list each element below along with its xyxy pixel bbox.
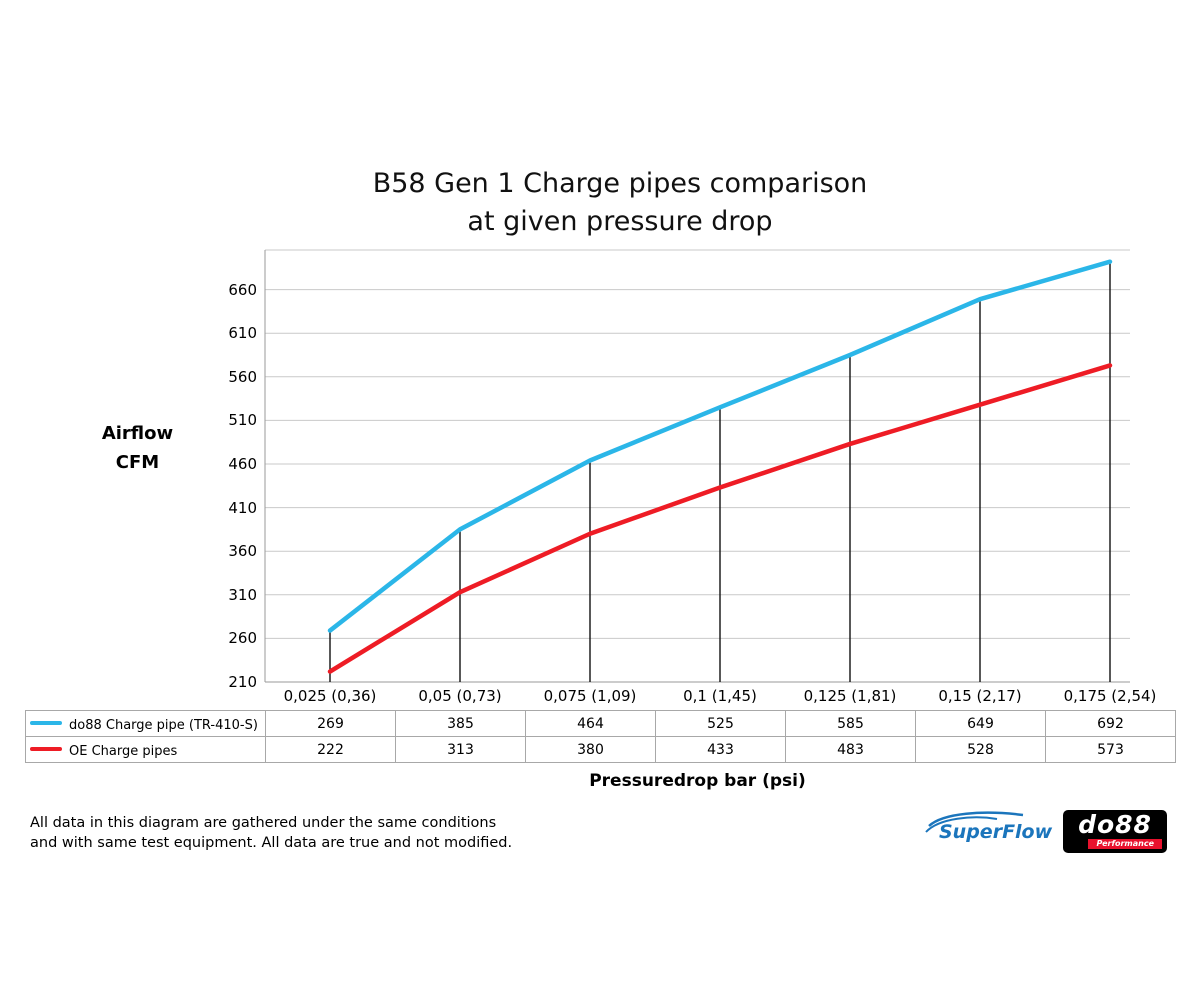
superflow-logo: SuperFlow — [925, 810, 1055, 850]
x-tick-label-1: 0,05 (0,73) — [418, 687, 502, 705]
footer-note: All data in this diagram are gathered un… — [30, 814, 512, 853]
y-tick-label-510: 510 — [228, 411, 257, 430]
do88-logo-performance: Performance — [1088, 839, 1162, 849]
y-tick-label-360: 360 — [228, 542, 257, 561]
table-value: 525 — [655, 710, 786, 737]
y-axis-title-line2: CFM — [115, 452, 160, 473]
y-tick-label-210: 210 — [228, 673, 257, 691]
series-line-do88-charge-pipe-tr-410-s — [327, 259, 1113, 633]
legend-cell: do88 Charge pipe (TR-410-S) — [25, 710, 266, 737]
footer-line2: and with same test equipment. All data a… — [30, 834, 513, 851]
table-value: 380 — [525, 736, 656, 763]
footer-line1: All data in this diagram are gathered un… — [30, 815, 497, 831]
table-value: 313 — [395, 736, 526, 763]
legend-swatch — [30, 747, 62, 751]
do88-logo: do88 Performance — [1063, 810, 1167, 853]
superflow-logo-graphic: SuperFlow — [925, 811, 1053, 843]
superflow-swoosh2-icon — [925, 816, 998, 833]
x-tick-label-5: 0,15 (2,17) — [938, 687, 1022, 705]
table-value: 528 — [915, 736, 1046, 763]
y-tick-label-560: 560 — [228, 367, 257, 386]
table-value: 649 — [915, 710, 1046, 737]
y-axis-title: Airflow CFM — [55, 419, 220, 477]
table-value: 573 — [1045, 736, 1176, 763]
y-tick-label-460: 460 — [228, 455, 257, 473]
x-tick-label-4: 0,125 (1,81) — [803, 687, 897, 705]
x-tick-label-2: 0,075 (1,09) — [543, 687, 637, 705]
table-value: 222 — [265, 736, 396, 763]
y-tick-label-410: 410 — [228, 498, 257, 517]
data-table: do88 Charge pipe (TR-410-S) 269 385 464 525 5… — [25, 710, 1176, 763]
table-value: 483 — [785, 736, 916, 763]
legend-cell: OE Charge pipes — [25, 736, 266, 763]
table-value: 385 — [395, 710, 526, 737]
chart-title: B58 Gen 1 Charge pipes comparison at giv… — [120, 165, 1120, 241]
table-value: 585 — [785, 710, 916, 737]
x-tick-label-0: 0,025 (0,36) — [283, 687, 377, 705]
table-value: 464 — [525, 710, 656, 737]
legend-label: do88 Charge pipe (TR-410-S) — [69, 718, 258, 733]
y-tick-label-310: 310 — [228, 585, 257, 604]
y-tick-label-260: 260 — [228, 629, 257, 648]
table-value: 692 — [1045, 710, 1176, 737]
chart-title-line2: at given pressure drop — [467, 206, 773, 237]
x-tick-label-6: 0,175 (2,54) — [1063, 687, 1157, 705]
series-line-oe-charge-pipes — [327, 363, 1113, 674]
x-tick-label-3: 0,1 (1,45) — [683, 687, 757, 705]
y-tick-label-610: 610 — [228, 324, 257, 343]
table-row-oe-charge-pipes: OE Charge pipes 222 313 380 433 483 528 573 — [25, 736, 1176, 763]
y-axis-tick-labels: 210 260 310 360 410 460 510 560 610 660 — [197, 0, 257, 1000]
do88-logo-text: do88 — [1078, 810, 1152, 839]
y-tick-label-660: 660 — [228, 280, 257, 299]
chart-title-line1: B58 Gen 1 Charge pipes comparison — [372, 168, 868, 199]
legend-label: OE Charge pipes — [69, 744, 178, 759]
table-value: 269 — [265, 710, 396, 737]
legend-swatch — [30, 721, 62, 725]
table-value: 433 — [655, 736, 786, 763]
y-axis-title-line1: Airflow — [101, 423, 174, 444]
x-axis-tick-labels: 0,025 (0,36) 0,05 (0,73) 0,075 (1,09) 0,1 (… — [0, 687, 1200, 707]
x-axis-title: Pressuredrop bar (psi) — [589, 771, 806, 791]
superflow-swoosh-icon — [928, 811, 1024, 827]
superflow-logo-text: SuperFlow — [939, 821, 1053, 843]
table-row-do88-charge-pipe-tr-410-s: do88 Charge pipe (TR-410-S) 269 385 464 525 5… — [25, 710, 1176, 737]
